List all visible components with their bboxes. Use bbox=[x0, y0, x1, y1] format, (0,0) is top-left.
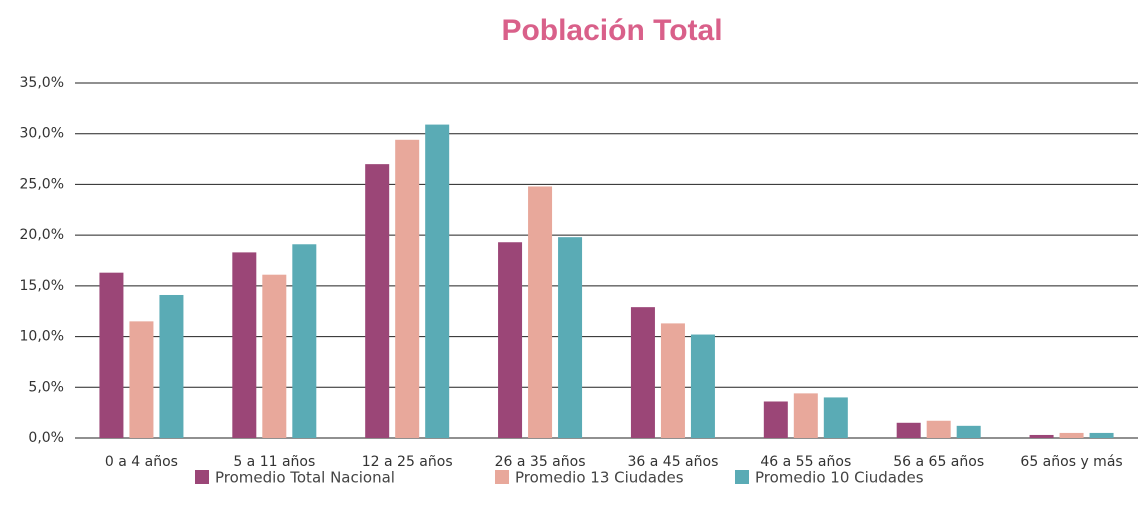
bar bbox=[926, 420, 951, 438]
bar bbox=[262, 274, 287, 438]
y-tick-label: 15,0% bbox=[20, 278, 64, 294]
legend-label: Promedio 10 Ciudades bbox=[755, 469, 924, 487]
bar bbox=[395, 139, 420, 439]
bar bbox=[99, 272, 124, 438]
bar bbox=[129, 321, 154, 438]
bar bbox=[763, 401, 788, 438]
bar bbox=[956, 425, 981, 438]
bar bbox=[558, 237, 583, 438]
bar bbox=[425, 124, 450, 438]
bar bbox=[159, 294, 184, 438]
x-tick-label: 65 años y más bbox=[1020, 454, 1122, 470]
bar bbox=[1029, 434, 1054, 438]
x-tick-label: 26 a 35 años bbox=[495, 454, 586, 470]
bar bbox=[232, 252, 257, 438]
y-tick-label: 30,0% bbox=[20, 126, 64, 142]
x-tick-label: 5 a 11 años bbox=[233, 454, 315, 470]
x-tick-label: 36 a 45 años bbox=[628, 454, 719, 470]
y-tick-label: 10,0% bbox=[20, 329, 64, 345]
y-tick-label: 20,0% bbox=[20, 227, 64, 243]
bar bbox=[660, 323, 685, 438]
y-tick-label: 5,0% bbox=[28, 379, 64, 395]
y-tick-label: 0,0% bbox=[28, 430, 64, 446]
bar bbox=[896, 422, 921, 438]
bar bbox=[292, 244, 317, 438]
y-tick-label: 35,0% bbox=[20, 75, 64, 91]
x-tick-label: 46 a 55 años bbox=[760, 454, 851, 470]
bar bbox=[1059, 432, 1084, 438]
chart-title: Población Total bbox=[501, 14, 722, 47]
legend-swatch bbox=[735, 470, 749, 484]
bar bbox=[1089, 432, 1114, 438]
legend-label: Promedio 13 Ciudades bbox=[515, 469, 684, 487]
bar bbox=[365, 164, 390, 438]
x-tick-label: 56 a 65 años bbox=[893, 454, 984, 470]
bar bbox=[630, 307, 655, 438]
bar bbox=[498, 242, 523, 438]
bar bbox=[823, 397, 848, 438]
bar bbox=[690, 334, 715, 438]
x-tick-label: 12 a 25 años bbox=[362, 454, 453, 470]
y-tick-label: 25,0% bbox=[20, 176, 64, 192]
bar bbox=[793, 393, 818, 438]
legend-label: Promedio Total Nacional bbox=[215, 469, 395, 487]
legend-swatch bbox=[495, 470, 509, 484]
bar bbox=[528, 186, 553, 438]
legend-swatch bbox=[195, 470, 209, 484]
x-tick-label: 0 a 4 años bbox=[105, 454, 178, 470]
